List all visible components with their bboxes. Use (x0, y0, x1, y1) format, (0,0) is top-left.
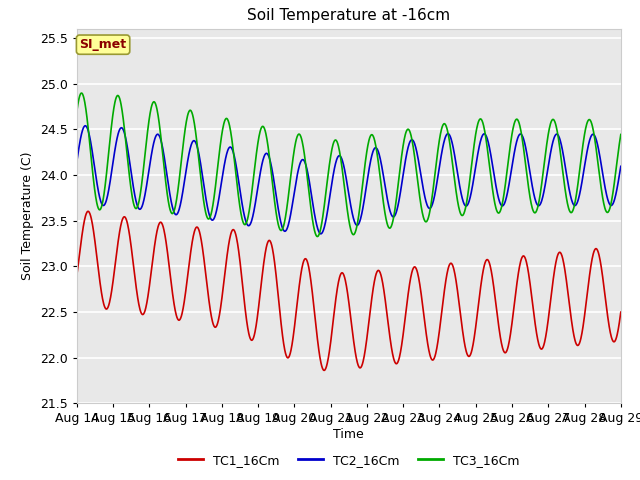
TC3_16Cm (383, 220, 391, 226)
TC2_16Cm (326, 196, 333, 202)
X-axis label: Time: Time (333, 428, 364, 441)
Line: TC1_16Cm: TC1_16Cm (77, 211, 621, 371)
TC2_16Cm (138, 205, 145, 211)
TC1_16Cm (321, 368, 328, 373)
TC1_16Cm (138, 311, 145, 316)
TC3_16Cm (77, 90, 85, 96)
TC2_16Cm (81, 123, 89, 129)
TC3_16Cm (73, 109, 81, 115)
TC3_16Cm (326, 162, 333, 168)
TC3_16Cm (115, 95, 123, 100)
TC1_16Cm (326, 348, 333, 354)
Legend: TC1_16Cm, TC2_16Cm, TC3_16Cm: TC1_16Cm, TC2_16Cm, TC3_16Cm (173, 449, 525, 472)
TC2_16Cm (317, 231, 324, 237)
TC1_16Cm (84, 208, 92, 214)
TC2_16Cm (383, 195, 391, 201)
Y-axis label: Soil Temperature (C): Soil Temperature (C) (21, 152, 35, 280)
Line: TC3_16Cm: TC3_16Cm (77, 93, 621, 237)
TC2_16Cm (617, 164, 625, 169)
TC1_16Cm (73, 273, 81, 278)
TC2_16Cm (115, 128, 123, 133)
TC2_16Cm (316, 229, 323, 235)
TC3_16Cm (316, 230, 323, 236)
TC2_16Cm (304, 171, 312, 177)
TC1_16Cm (383, 312, 391, 318)
TC1_16Cm (316, 350, 323, 356)
Line: TC2_16Cm: TC2_16Cm (77, 126, 621, 234)
TC1_16Cm (115, 231, 123, 237)
TC3_16Cm (138, 183, 145, 189)
TC1_16Cm (617, 309, 625, 315)
TC3_16Cm (617, 132, 625, 137)
Title: Soil Temperature at -16cm: Soil Temperature at -16cm (247, 9, 451, 24)
TC3_16Cm (304, 180, 312, 186)
Text: SI_met: SI_met (79, 38, 127, 51)
TC3_16Cm (314, 234, 321, 240)
TC1_16Cm (304, 261, 312, 267)
TC2_16Cm (73, 159, 81, 165)
